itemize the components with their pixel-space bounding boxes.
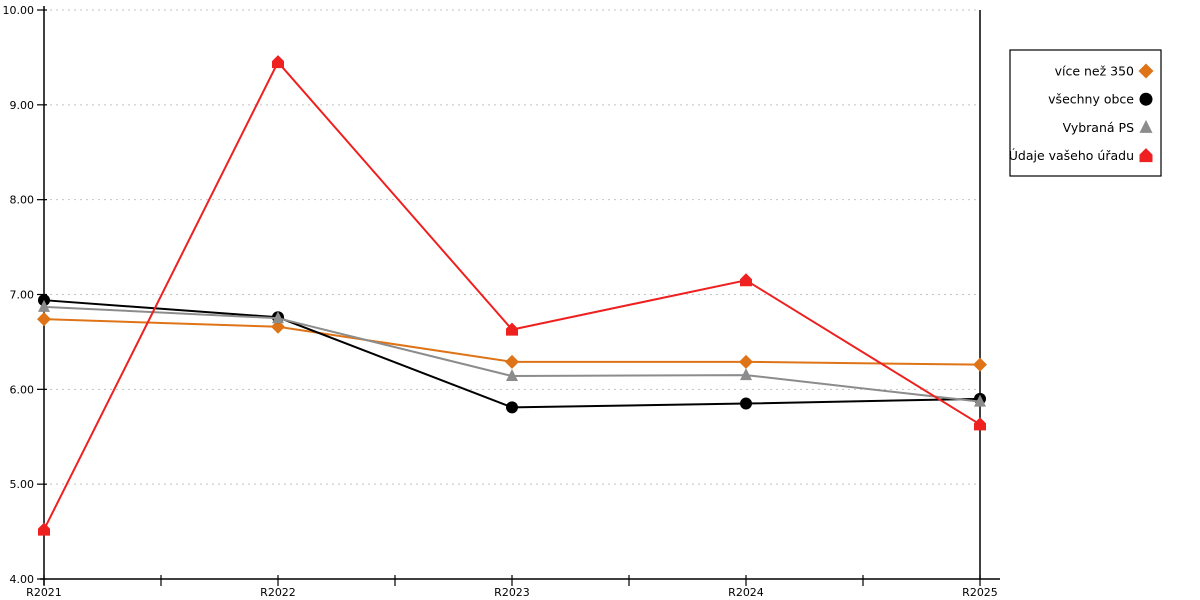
data-point-marker-circle	[740, 397, 752, 410]
data-point-marker-circle	[506, 401, 518, 414]
x-axis-label: R2025	[962, 586, 998, 599]
data-point-marker-pentagon	[740, 273, 752, 287]
legend-label-triangle: Vybraná PS	[1063, 120, 1134, 135]
x-axis-label: R2021	[26, 586, 62, 599]
data-point-marker-triangle	[974, 394, 986, 407]
legend-label-circle: všechny obce	[1048, 92, 1134, 107]
data-point-marker-diamond	[505, 354, 519, 369]
data-point-marker-pentagon	[272, 55, 284, 69]
x-axis-label: R2023	[494, 586, 530, 599]
data-point-marker-triangle	[272, 311, 284, 324]
series-line-pentagon	[43, 60, 981, 531]
y-axis-label: 4.00	[10, 573, 35, 586]
data-point-marker-triangle	[506, 369, 518, 382]
y-axis-label: 6.00	[10, 383, 35, 396]
data-point-marker-diamond	[739, 354, 753, 369]
legend-label-pentagon: Údaje vašeho úřadu	[1009, 148, 1134, 163]
data-point-marker-diamond	[973, 357, 987, 372]
data-point-marker-pentagon	[38, 522, 50, 536]
series-line-circle	[43, 299, 981, 409]
data-point-marker-pentagon	[974, 417, 986, 431]
y-axis-label: 8.00	[10, 194, 35, 207]
y-axis-label: 7.00	[10, 289, 35, 302]
legend-marker-icon-circle	[1139, 92, 1153, 106]
x-axis-label: R2022	[260, 586, 296, 599]
data-point-marker-diamond	[37, 312, 51, 327]
series-line-triangle	[43, 305, 981, 403]
data-point-marker-pentagon	[506, 322, 518, 336]
data-point-marker-triangle	[740, 368, 752, 381]
y-axis-label: 9.00	[10, 99, 35, 112]
y-axis-label: 5.00	[10, 478, 35, 491]
legend-marker-icon-diamond	[1138, 63, 1154, 79]
legend-box	[1009, 49, 1162, 177]
legend-label-diamond: více než 350	[1055, 64, 1134, 79]
x-axis-label: R2024	[728, 586, 764, 599]
data-point-marker-triangle	[38, 299, 50, 312]
y-axis-label: 10.00	[3, 4, 35, 17]
data-point-marker-diamond	[271, 319, 285, 334]
legend-marker-icon-triangle	[1139, 119, 1153, 133]
legend-marker-icon-pentagon	[1139, 148, 1153, 163]
